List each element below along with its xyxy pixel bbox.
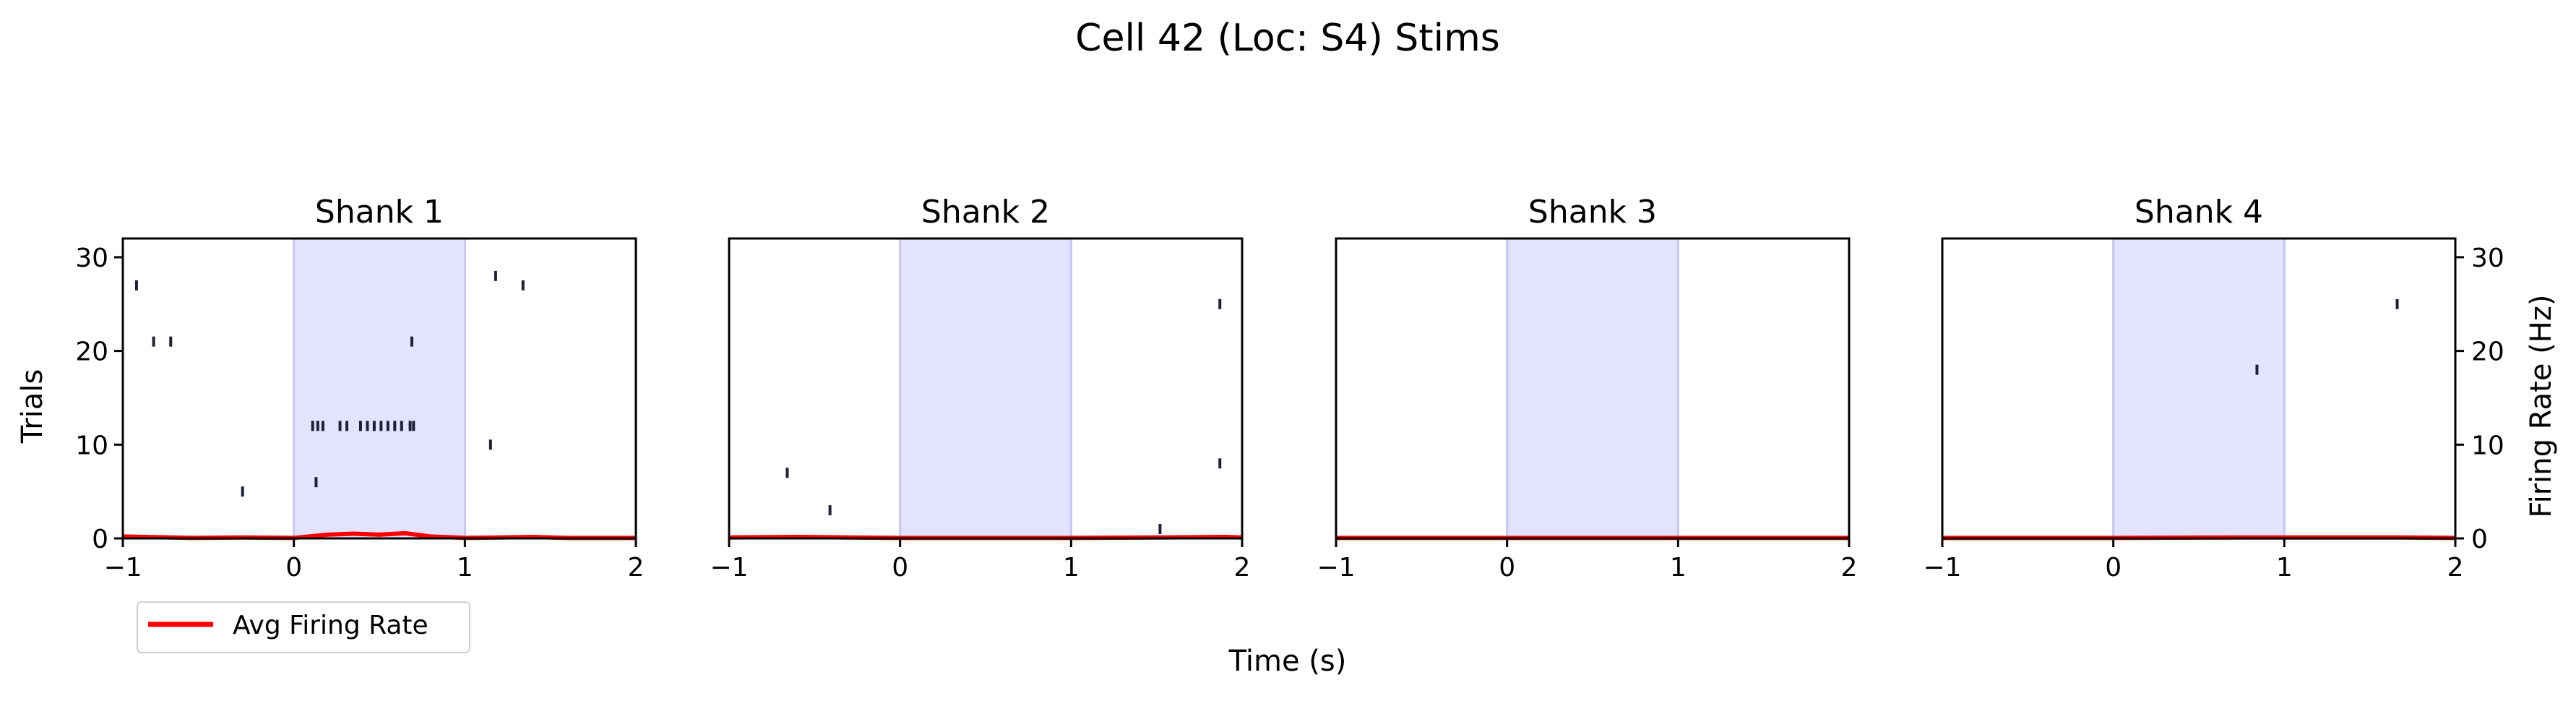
- x-tick-label: 0: [2105, 553, 2121, 582]
- legend: Avg Firing Rate: [137, 601, 470, 653]
- axes-frame: [1941, 237, 2457, 540]
- panel-title: Shank 1: [315, 194, 444, 231]
- stim-window: [899, 237, 1072, 540]
- stim-window: [1506, 237, 1679, 540]
- y-axis-label-right: Firing Rate (Hz): [2525, 295, 2558, 518]
- x-tick-label: −1: [103, 553, 142, 582]
- y-tick-label: 0: [2471, 525, 2488, 554]
- y-tick-label: 20: [2471, 337, 2504, 367]
- x-tick-label: 2: [628, 553, 645, 582]
- axes-frame: [1335, 237, 1851, 540]
- axes-frame: [728, 237, 1244, 540]
- y-tick-label: 30: [2471, 244, 2504, 273]
- x-tick-label: 2: [1234, 553, 1251, 582]
- x-tick-label: −1: [1317, 553, 1355, 582]
- panel-2: Shank 2 −1 0 1 2: [710, 194, 1250, 582]
- stim-window: [293, 237, 466, 540]
- x-tick-label: 1: [1670, 553, 1687, 582]
- x-tick-label: −1: [710, 553, 748, 582]
- y-tick-label: 30: [75, 244, 108, 273]
- x-tick-label: 2: [1841, 553, 1858, 582]
- legend-box: [137, 601, 470, 653]
- panel-title: Shank 4: [2135, 194, 2263, 231]
- x-tick-label: 0: [285, 553, 302, 582]
- y-tick-label: 10: [2471, 431, 2504, 460]
- x-tick-label: 1: [457, 553, 473, 582]
- y-axis-label-left: Trials: [16, 369, 49, 444]
- x-tick-label: −1: [1923, 553, 1961, 582]
- x-axis-label: Time (s): [1228, 645, 1347, 678]
- x-tick-label: 1: [1063, 553, 1080, 582]
- y-tick-label: 0: [92, 525, 108, 554]
- panel-3: Shank 3 −1 0 1 2: [1317, 194, 1857, 582]
- axes-frame: [121, 237, 637, 540]
- stim-window: [2112, 237, 2286, 540]
- x-tick-label: 1: [2276, 553, 2293, 582]
- x-tick-label: 0: [892, 553, 908, 582]
- panel-title: Shank 2: [921, 194, 1050, 231]
- x-tick-label: 0: [1499, 553, 1515, 582]
- y-tick-label: 20: [75, 337, 108, 367]
- legend-label: Avg Firing Rate: [233, 611, 428, 640]
- figure-title: Cell 42 (Loc: S4) Stims: [1075, 17, 1500, 60]
- y-tick-label: 10: [75, 431, 108, 460]
- x-tick-label: 2: [2447, 553, 2464, 582]
- panel-title: Shank 3: [1528, 194, 1657, 231]
